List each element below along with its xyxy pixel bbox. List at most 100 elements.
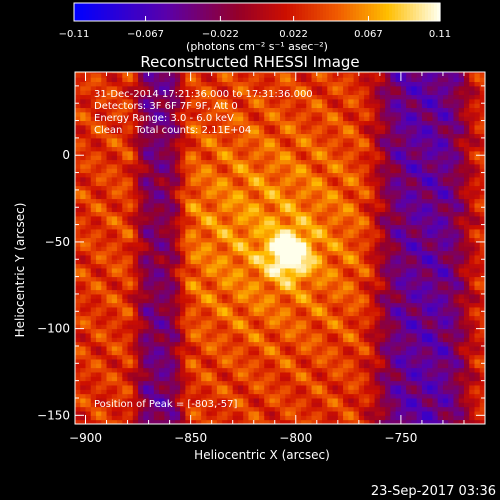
heatmap-cell	[164, 150, 171, 156]
heatmap-cell	[138, 224, 144, 230]
heatmap-cell	[117, 415, 123, 421]
heatmap-cell	[122, 202, 129, 208]
heatmap-cell	[364, 215, 370, 221]
heatmap-cell	[280, 90, 286, 96]
heatmap-cell	[253, 384, 260, 390]
heatmap-cell	[138, 176, 144, 182]
heatmap-cell	[364, 72, 370, 78]
heatmap-cell	[232, 172, 239, 178]
heatmap-cell	[190, 103, 197, 109]
heatmap-cell	[243, 224, 249, 230]
heatmap-cell	[327, 176, 334, 182]
heatmap-cell	[143, 237, 150, 243]
heatmap-cell	[322, 124, 328, 130]
heatmap-cell	[295, 263, 302, 269]
heatmap-cell	[117, 146, 123, 152]
heatmap-cell	[111, 276, 118, 282]
heatmap-cell	[337, 302, 344, 308]
heatmap-cell	[143, 341, 150, 347]
heatmap-cell	[201, 150, 207, 156]
heatmap-cell	[122, 280, 129, 286]
heatmap-cell	[322, 380, 328, 386]
heatmap-cell	[248, 341, 255, 347]
heatmap-cell	[379, 371, 386, 377]
colorbar-segment	[293, 3, 297, 21]
heatmap-cell	[311, 98, 318, 104]
heatmap-cell	[96, 72, 102, 74]
heatmap-cell	[232, 241, 239, 247]
heatmap-cell	[295, 163, 302, 169]
heatmap-cell	[211, 302, 218, 308]
heatmap-cell	[237, 233, 244, 239]
heatmap-cell	[353, 289, 360, 295]
heatmap-cell	[327, 328, 334, 334]
heatmap-cell	[132, 319, 139, 325]
heatmap-cell	[75, 233, 81, 239]
heatmap-cell	[174, 397, 181, 403]
heatmap-cell	[269, 124, 276, 130]
heatmap-cell	[322, 224, 328, 230]
heatmap-cell	[248, 159, 255, 165]
heatmap-cell	[301, 189, 307, 195]
colorbar-segment	[386, 3, 390, 21]
heatmap-cell	[243, 116, 249, 122]
heatmap-cell	[295, 185, 302, 191]
heatmap-cell	[164, 176, 171, 182]
heatmap-cell	[127, 237, 134, 243]
heatmap-cell	[206, 155, 213, 161]
heatmap-cell	[227, 315, 234, 321]
heatmap-cell	[374, 254, 381, 260]
heatmap-cell	[164, 189, 171, 195]
heatmap-cell	[85, 397, 92, 403]
heatmap-cell	[295, 194, 302, 200]
heatmap-cell	[132, 363, 139, 369]
heatmap-cell	[164, 324, 171, 330]
heatmap-cell	[85, 185, 92, 191]
heatmap-cell	[138, 159, 144, 165]
heatmap-cell	[227, 120, 234, 126]
heatmap-cell	[374, 155, 381, 161]
heatmap-cell	[232, 246, 239, 252]
heatmap-cell	[385, 332, 391, 338]
heatmap-cell	[148, 341, 155, 347]
heatmap-cell	[96, 345, 102, 351]
heatmap-cell	[369, 315, 376, 321]
heatmap-cell	[138, 285, 144, 291]
heatmap-cell	[232, 328, 239, 334]
heatmap-cell	[369, 415, 376, 421]
heatmap-cell	[358, 411, 365, 416]
heatmap-cell	[353, 367, 360, 373]
heatmap-cell	[122, 380, 129, 386]
heatmap-cell	[232, 194, 239, 200]
heatmap-cell	[164, 215, 171, 221]
heatmap-cell	[169, 380, 176, 386]
heatmap-cell	[190, 306, 197, 312]
heatmap-cell	[117, 111, 123, 117]
heatmap-cell	[306, 254, 313, 260]
heatmap-cell	[343, 159, 349, 165]
heatmap-cell	[327, 415, 334, 421]
heatmap-cell	[237, 311, 244, 317]
heatmap-cell	[127, 98, 134, 104]
heatmap-cell	[75, 107, 81, 113]
heatmap-cell	[358, 393, 365, 399]
heatmap-cell	[111, 189, 118, 195]
heatmap-cell	[143, 285, 150, 291]
heatmap-cell	[369, 107, 376, 113]
heatmap-cell	[253, 376, 260, 382]
heatmap-cell	[227, 363, 234, 369]
heatmap-cell	[195, 198, 202, 204]
heatmap-cell	[306, 224, 313, 230]
heatmap-cell	[248, 259, 255, 265]
heatmap-cell	[290, 207, 297, 213]
colorbar-segment	[395, 3, 399, 21]
heatmap-cell	[311, 311, 318, 317]
heatmap-cell	[369, 363, 376, 369]
heatmap-cell	[159, 254, 165, 260]
heatmap-cell	[211, 332, 218, 338]
heatmap-cell	[117, 211, 123, 217]
heatmap-cell	[164, 406, 171, 412]
heatmap-cell	[274, 85, 281, 91]
colorbar-segment	[152, 3, 156, 21]
heatmap-cell	[322, 233, 328, 239]
